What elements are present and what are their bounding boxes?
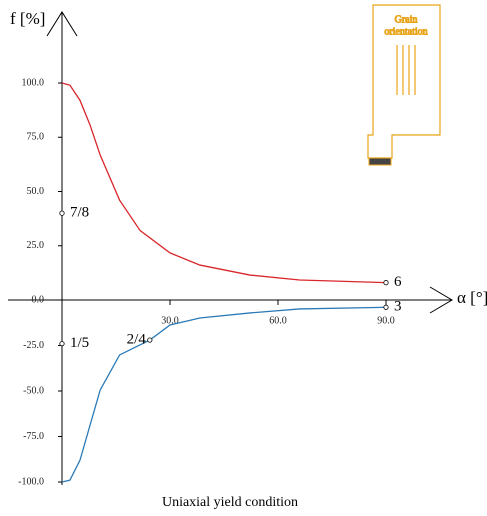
state-point [384, 305, 388, 309]
state-point [384, 280, 388, 284]
clamp [369, 158, 391, 165]
x-axis-label: α [°] [457, 288, 487, 307]
curve [62, 83, 386, 283]
specimen-diagram: Grain orientation [368, 5, 440, 165]
x-tick-label: 60.0 [269, 315, 287, 326]
x-tick-label: 90.0 [377, 315, 395, 326]
point-label: 6 [394, 274, 402, 290]
inset-text: orientation [384, 26, 427, 37]
point-label: 1/5 [70, 335, 89, 351]
y-tick-label: -100.0 [18, 476, 44, 487]
point-label: 7/8 [70, 205, 89, 221]
y-tick-label: 100.0 [22, 77, 45, 88]
point-label: 2/4 [127, 331, 147, 347]
point-label: 3 [394, 299, 402, 315]
inset-text: Grain [395, 14, 418, 25]
y-tick-label: -50.0 [23, 385, 44, 396]
y-tick-label: 75.0 [27, 132, 45, 143]
grain-lines [397, 45, 415, 95]
y-tick-label: 0.0 [32, 294, 45, 305]
y-tick-label: 25.0 [27, 240, 45, 251]
y-tick-label: 50.0 [27, 186, 45, 197]
y-axis-label: f [%] [10, 9, 45, 28]
axes [8, 12, 452, 485]
state-point [60, 341, 64, 345]
y-tick-label: -25.0 [23, 340, 44, 351]
chart: f [%] α [°] Uniaxial yield condition Gra… [0, 0, 487, 516]
state-point [60, 211, 64, 215]
y-tick-label: -75.0 [23, 431, 44, 442]
chart-title: Uniaxial yield condition [162, 495, 298, 510]
state-point [148, 338, 152, 342]
curve [62, 307, 386, 482]
